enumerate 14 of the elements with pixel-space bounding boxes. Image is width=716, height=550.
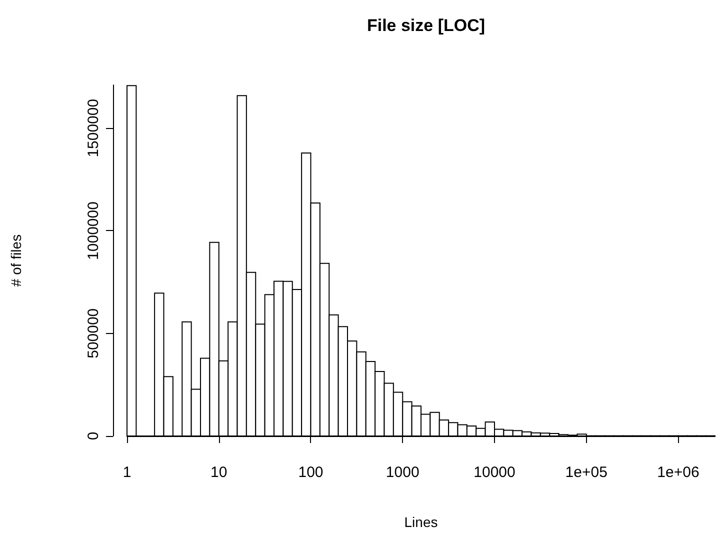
- x-tick-label: 10: [210, 464, 228, 481]
- x-tick-label: 100: [298, 464, 324, 481]
- x-tick-label: 1: [122, 464, 132, 481]
- x-tick-label: 1e+05: [565, 464, 608, 481]
- x-tick-label: 1e+06: [657, 464, 700, 481]
- x-tick-label: 10000: [474, 464, 516, 481]
- chart-title: File size [LOC]: [366, 16, 486, 35]
- y-axis-title: # of files: [8, 234, 24, 287]
- x-axis-title: Lines: [404, 514, 438, 530]
- y-tick-label: 1000000: [85, 202, 102, 260]
- y-tick-label: 1500000: [85, 98, 102, 158]
- y-tick-label: 0: [85, 432, 102, 440]
- y-tick-label: 500000: [85, 308, 102, 358]
- x-tick-label: 1000: [386, 464, 420, 481]
